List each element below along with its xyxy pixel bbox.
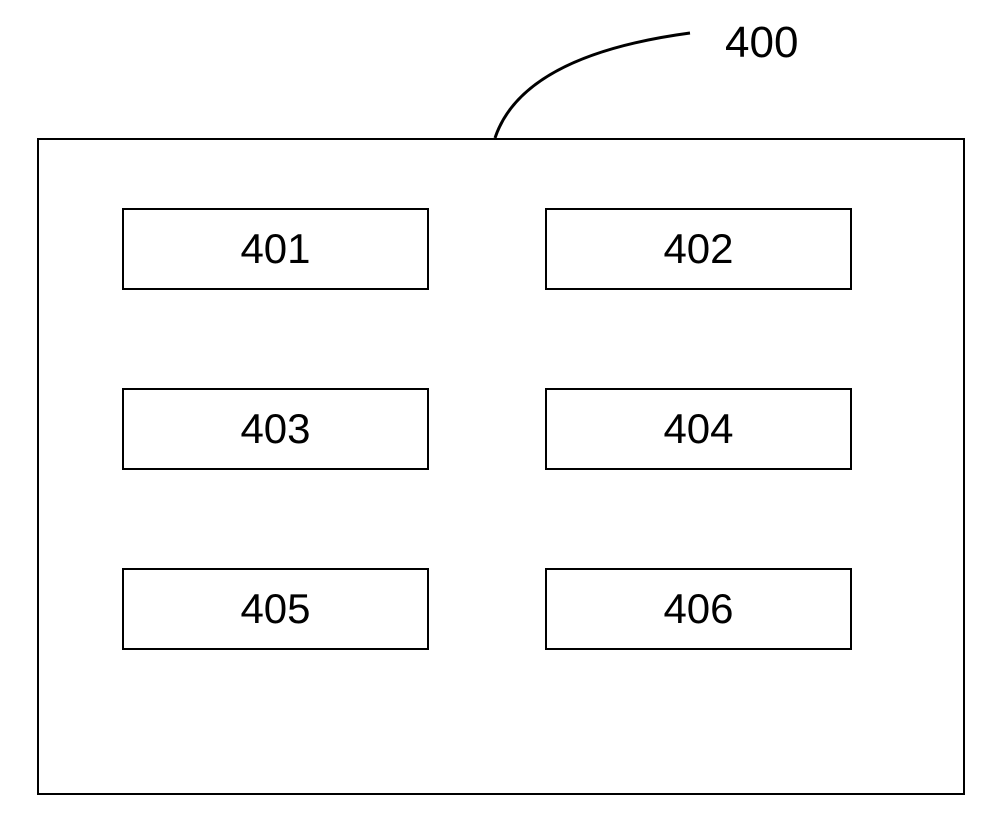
box-401: 401 [122, 208, 429, 290]
box-label: 406 [663, 585, 733, 633]
box-label: 403 [240, 405, 310, 453]
box-label: 404 [663, 405, 733, 453]
box-403: 403 [122, 388, 429, 470]
box-label: 402 [663, 225, 733, 273]
box-label: 401 [240, 225, 310, 273]
box-404: 404 [545, 388, 852, 470]
box-402: 402 [545, 208, 852, 290]
box-label: 405 [240, 585, 310, 633]
box-406: 406 [545, 568, 852, 650]
outer-label: 400 [725, 18, 798, 68]
diagram-canvas: 400 401 402 403 404 405 406 [0, 0, 1000, 815]
box-405: 405 [122, 568, 429, 650]
